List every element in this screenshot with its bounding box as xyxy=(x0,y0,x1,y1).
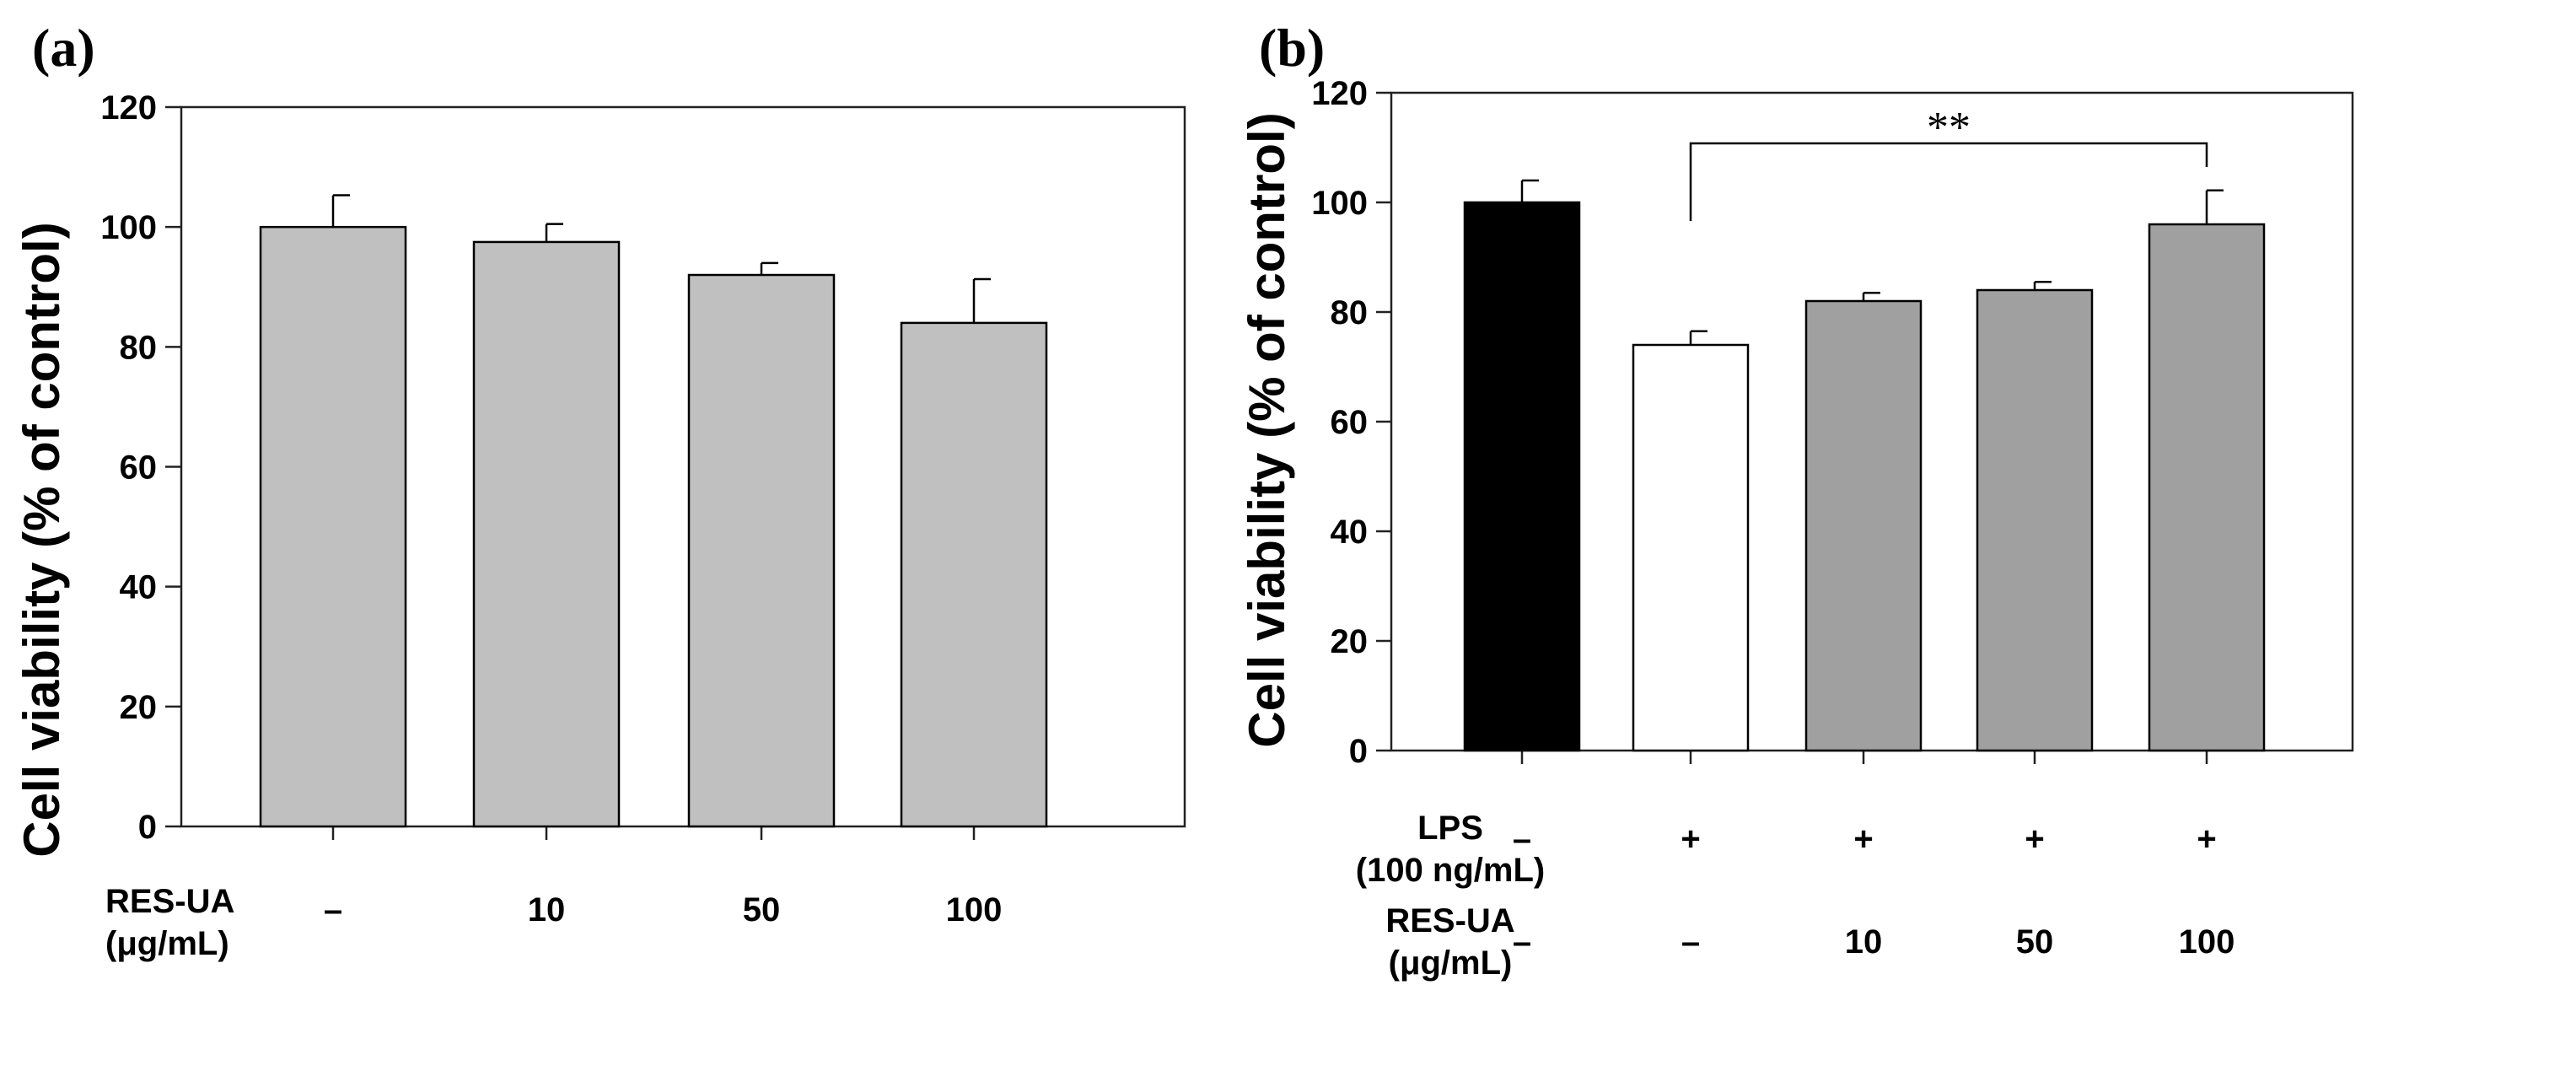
row-value-b-0-1: + xyxy=(1681,821,1700,858)
significance-line xyxy=(1689,142,2208,221)
significance-label: ** xyxy=(1927,104,1971,152)
bars-a xyxy=(259,225,1048,828)
bar-a-0 xyxy=(259,225,407,828)
panel-label-a: (a) xyxy=(32,18,95,78)
row-value-b-1-1: – xyxy=(1681,923,1700,961)
row-value-a-0-3: 100 xyxy=(946,891,1003,928)
bar-b-3 xyxy=(1976,288,2094,752)
row-value-a-0-2: 50 xyxy=(743,891,781,928)
y-tick-label-a-0: 0 xyxy=(138,809,157,846)
significance-bracket: ** xyxy=(1689,104,2208,221)
row-value-a-0-0: – xyxy=(324,891,342,928)
y-tick-label-a-3: 60 xyxy=(120,449,158,487)
row-label-a-0-line-1: (μg/mL) xyxy=(105,925,229,962)
y-tick-label-a-2: 40 xyxy=(120,569,158,606)
y-tick-label-b-0: 0 xyxy=(1349,733,1368,770)
y-tick-label-b-1: 20 xyxy=(1331,623,1369,660)
panel-a: (a) Cell viability (% of control) 0 20 40 6… xyxy=(13,18,1186,962)
row-value-a-0-1: 10 xyxy=(528,891,566,928)
bar-a-2 xyxy=(687,273,836,828)
y-tick-label-b-2: 40 xyxy=(1331,514,1369,551)
row-label-b-0-line-0: LPS xyxy=(1417,810,1483,847)
y-tick-label-b-6: 120 xyxy=(1311,75,1368,112)
bar-b-4 xyxy=(2148,223,2266,752)
error-bars-a xyxy=(331,194,991,323)
bar-a-1 xyxy=(472,240,621,828)
y-ticks-a: 0 20 40 60 80 100 120 xyxy=(100,89,976,846)
bar-b-2 xyxy=(1804,299,1923,752)
row-value-b-1-3: 50 xyxy=(2016,923,2054,961)
y-axis-title-a: Cell viability (% of control) xyxy=(13,222,70,857)
row-value-b-0-2: + xyxy=(1853,821,1873,858)
bar-b-0 xyxy=(1463,201,1581,752)
y-tick-label-a-1: 20 xyxy=(120,689,158,726)
y-tick-label-b-4: 80 xyxy=(1331,294,1369,331)
row-value-b-1-2: 10 xyxy=(1845,923,1883,961)
row-value-b-1-0: – xyxy=(1513,923,1531,961)
y-tick-label-a-5: 100 xyxy=(100,209,157,246)
row-label-b-0-line-1: (100 ng/mL) xyxy=(1356,852,1545,889)
panel-b: (b) Cell viability (% of control) 0 20 40 6… xyxy=(1239,18,2354,982)
row-value-b-0-4: + xyxy=(2197,821,2216,858)
panel-label-b: (b) xyxy=(1259,18,1325,78)
row-value-b-1-4: 100 xyxy=(2179,923,2235,961)
y-axis-title-b: Cell viability (% of control) xyxy=(1239,112,1295,747)
row-label-b-1-line-1: (μg/mL) xyxy=(1389,945,1513,982)
y-tick-label-b-5: 100 xyxy=(1311,185,1368,222)
y-tick-label-b-3: 60 xyxy=(1331,404,1369,441)
y-tick-label-a-4: 80 xyxy=(120,329,158,366)
y-ticks-b: 0 20 40 60 80 100 120 xyxy=(1311,75,2208,770)
row-label-b-1-line-0: RES-UA xyxy=(1385,902,1514,939)
row-value-b-0-3: + xyxy=(2025,821,2044,858)
bars-b xyxy=(1463,201,2266,752)
bar-b-1 xyxy=(1632,343,1750,752)
row-value-b-0-0: – xyxy=(1513,821,1531,858)
error-bars-b xyxy=(1520,179,2224,345)
row-label-a-0-line-0: RES-UA xyxy=(105,883,234,920)
bar-a-3 xyxy=(900,321,1048,828)
y-tick-label-a-6: 120 xyxy=(100,89,157,126)
